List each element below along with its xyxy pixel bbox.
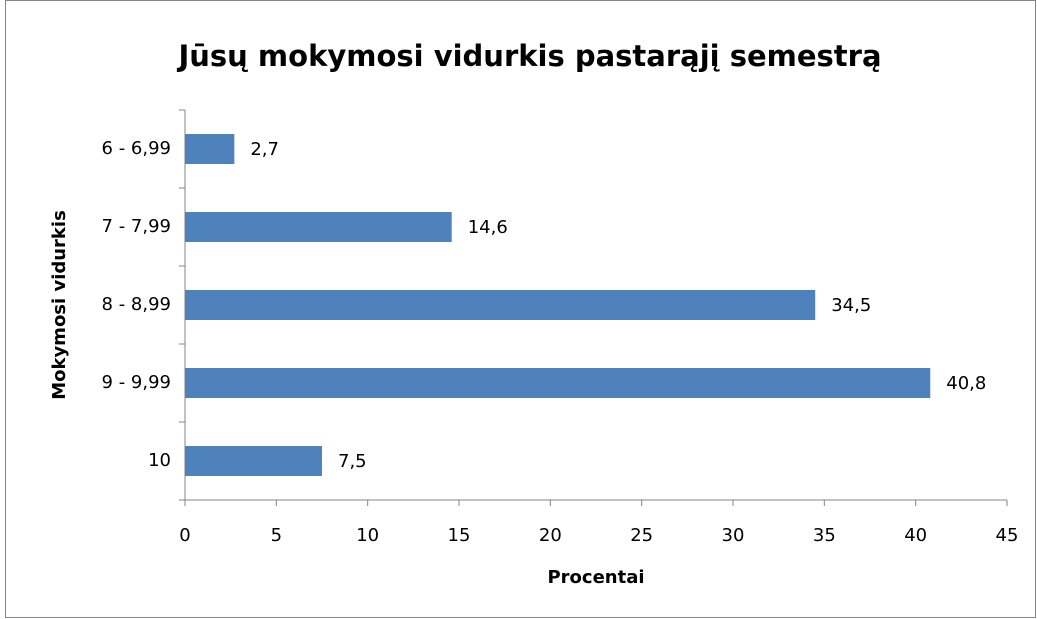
x-axis-title: Procentai [547, 567, 644, 588]
x-tick-label: 10 [356, 525, 379, 546]
y-axis-title: Mokymosi vidurkis [49, 210, 70, 400]
y-tick-label: 7 - 7,99 [102, 216, 171, 237]
x-tick-label: 20 [539, 525, 562, 546]
data-label: 2,7 [250, 139, 279, 160]
y-tick-label: 8 - 8,99 [102, 294, 171, 315]
bar [185, 134, 235, 164]
y-tick-label: 10 [148, 450, 171, 471]
chart-title: Jūsų mokymosi vidurkis pastarąjį semestr… [176, 39, 881, 73]
x-tick-label: 35 [813, 525, 836, 546]
x-tick-label: 5 [271, 525, 282, 546]
bar [185, 212, 452, 242]
bar [185, 290, 816, 320]
x-tick-label: 30 [722, 525, 745, 546]
data-label: 7,5 [338, 451, 367, 472]
data-label: 14,6 [468, 217, 508, 238]
x-tick-label: 15 [448, 525, 471, 546]
y-tick-label: 6 - 6,99 [102, 138, 171, 159]
data-label: 40,8 [946, 373, 986, 394]
x-tick-label: 0 [179, 525, 190, 546]
x-tick-label: 45 [996, 525, 1019, 546]
x-tick-label: 40 [904, 525, 927, 546]
data-label: 34,5 [831, 295, 871, 316]
y-tick-label: 9 - 9,99 [102, 372, 171, 393]
bar [185, 446, 322, 476]
bar [185, 368, 931, 398]
x-tick-label: 25 [630, 525, 653, 546]
